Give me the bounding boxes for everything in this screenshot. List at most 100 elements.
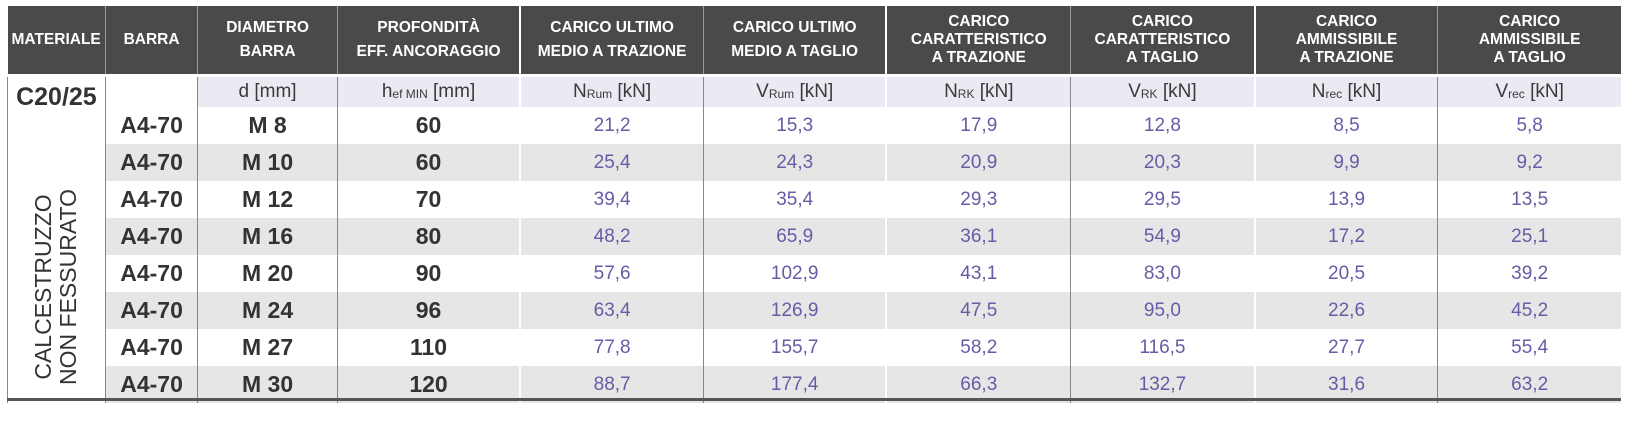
table-cell: 110 xyxy=(336,329,521,366)
unit-symbol: V xyxy=(1495,81,1509,102)
table-cell: 8,5 xyxy=(1253,107,1438,144)
unit-label: [mm] xyxy=(427,81,476,102)
unit-cell: VRum [kN] xyxy=(702,74,887,107)
table-cell: A4-70 xyxy=(104,366,198,403)
table-cell: 20,9 xyxy=(885,144,1071,181)
unit-symbol: V xyxy=(756,81,769,102)
column-header-line: A TRAZIONE xyxy=(1299,49,1394,66)
table-cell: 66,3 xyxy=(885,366,1071,403)
table-cell: 132,7 xyxy=(1070,366,1255,403)
table-cell: A4-70 xyxy=(104,218,198,255)
concrete-grade: C20/25 xyxy=(16,83,97,111)
column-header-line: BARRA xyxy=(239,43,296,60)
column-header-line: AMMISSIBILE xyxy=(1478,31,1581,48)
table-cell: M 20 xyxy=(197,255,338,292)
table-row: A4-70 M 10 60 25,4 24,3 20,9 20,3 9,9 9,2 xyxy=(8,144,1621,181)
concrete-type: CALCESTRUZZO NON FESSURATO xyxy=(30,189,82,385)
table-cell: 126,9 xyxy=(702,292,887,329)
column-header-line: MEDIO A TAGLIO xyxy=(731,43,859,60)
column-header-line: AMMISSIBILE xyxy=(1295,31,1398,48)
unit-symbol: N xyxy=(944,81,958,102)
table-cell: 9,9 xyxy=(1253,144,1438,181)
anchor-load-table: MATERIALE BARRA DIAMETRO BARRA PROFONDITÀ EFF… xyxy=(7,6,1621,403)
table-cell: 21,2 xyxy=(519,107,704,144)
table-cell: 95,0 xyxy=(1070,292,1255,329)
table-cell: 47,5 xyxy=(885,292,1071,329)
table-cell: M 8 xyxy=(197,107,338,144)
table-cell: 5,8 xyxy=(1437,107,1621,144)
column-header-line: CARATTERISTICO xyxy=(910,31,1047,48)
units-blank-cell xyxy=(104,74,198,107)
column-header: CARICO AMMISSIBILE A TRAZIONE xyxy=(1253,6,1438,76)
table-cell: 54,9 xyxy=(1070,218,1255,255)
table-cell: 25,1 xyxy=(1437,218,1621,255)
table-cell: 88,7 xyxy=(519,366,704,403)
column-header-line: CARICO xyxy=(1315,13,1378,30)
column-header: PROFONDITÀ EFF. ANCORAGGIO xyxy=(336,6,521,76)
column-header-line: CARICO ULTIMO xyxy=(550,19,674,36)
unit-subscript: RK xyxy=(957,87,975,101)
unit-label: [mm] xyxy=(249,81,297,102)
table-cell: 43,1 xyxy=(885,255,1071,292)
table-row: A4-70 M 8 60 21,2 15,3 17,9 12,8 8,5 5,8 xyxy=(8,107,1621,144)
column-header-line: DIAMETRO xyxy=(226,19,309,36)
table-cell: M 16 xyxy=(197,218,338,255)
column-header: MATERIALE xyxy=(7,6,106,76)
unit-subscript: Rum xyxy=(768,87,795,101)
unit-subscript: ef MIN xyxy=(392,87,428,101)
unit-label: [kN] xyxy=(794,81,834,102)
unit-label: [kN] xyxy=(1342,81,1382,102)
table-cell: A4-70 xyxy=(104,329,198,366)
unit-symbol: d xyxy=(238,81,250,102)
table-cell: 70 xyxy=(336,181,521,218)
column-header-line: CARICO xyxy=(948,13,1010,30)
column-header-line: CARICO xyxy=(1499,13,1561,30)
table-row: A4-70 M 20 90 57,6 102,9 43,1 83,0 20,5 39,2 xyxy=(8,255,1621,292)
table-cell: 17,9 xyxy=(885,107,1071,144)
table-cell: M 30 xyxy=(197,366,338,403)
column-header: DIAMETRO BARRA xyxy=(197,6,338,76)
table-cell: 31,6 xyxy=(1253,366,1438,403)
table-cell: 65,9 xyxy=(702,218,887,255)
column-header: CARICO CARATTERISTICO A TAGLIO xyxy=(1070,6,1255,76)
table-cell: 177,4 xyxy=(702,366,887,403)
header-row: MATERIALE BARRA DIAMETRO BARRA PROFONDITÀ EFF… xyxy=(7,6,1621,76)
table-bottom-border xyxy=(7,398,1621,401)
table-cell: 102,9 xyxy=(702,255,887,292)
column-header-line: PROFONDITÀ xyxy=(377,19,480,36)
table-cell: 39,2 xyxy=(1437,255,1621,292)
unit-cell: hef MIN [mm] xyxy=(336,74,521,107)
table-cell: 29,5 xyxy=(1070,181,1255,218)
table-cell: 22,6 xyxy=(1253,292,1438,329)
table-cell: 60 xyxy=(336,144,521,181)
table-cell: 20,5 xyxy=(1253,255,1438,292)
unit-label: [kN] xyxy=(974,81,1014,102)
column-header-line: EFF. ANCORAGGIO xyxy=(356,43,501,60)
unit-subscript: RK xyxy=(1140,87,1158,101)
table-cell: 13,9 xyxy=(1253,181,1438,218)
unit-subscript: rec xyxy=(1508,87,1525,101)
table-cell: 27,7 xyxy=(1253,329,1438,366)
table-cell: 25,4 xyxy=(519,144,704,181)
column-header: CARICO AMMISSIBILE A TAGLIO xyxy=(1437,6,1621,76)
column-header-line: MATERIALE xyxy=(11,31,101,48)
table-cell: 63,4 xyxy=(519,292,704,329)
table-row: A4-70 M 16 80 48,2 65,9 36,1 54,9 17,2 25,1 xyxy=(8,218,1621,255)
column-header: CARICO ULTIMO MEDIO A TAGLIO xyxy=(702,6,887,76)
column-header-line: A TAGLIO xyxy=(1126,49,1199,66)
table-cell: 9,2 xyxy=(1437,144,1621,181)
table-cell: 57,6 xyxy=(519,255,704,292)
table-cell: A4-70 xyxy=(104,144,198,181)
column-header-line: CARICO ULTIMO xyxy=(732,19,857,36)
column-header: CARICO ULTIMO MEDIO A TRAZIONE xyxy=(519,6,704,76)
table-cell: 83,0 xyxy=(1070,255,1255,292)
unit-symbol: V xyxy=(1128,81,1141,102)
concrete-type-line1: CALCESTRUZZO xyxy=(30,194,57,380)
unit-cell: VRK [kN] xyxy=(1070,74,1255,107)
table-cell: 77,8 xyxy=(519,329,704,366)
table-cell: 20,3 xyxy=(1070,144,1255,181)
concrete-type-line2: NON FESSURATO xyxy=(55,189,82,385)
unit-cell: NRK [kN] xyxy=(885,74,1071,107)
unit-symbol: N xyxy=(1311,81,1326,102)
table-cell: 29,3 xyxy=(885,181,1071,218)
